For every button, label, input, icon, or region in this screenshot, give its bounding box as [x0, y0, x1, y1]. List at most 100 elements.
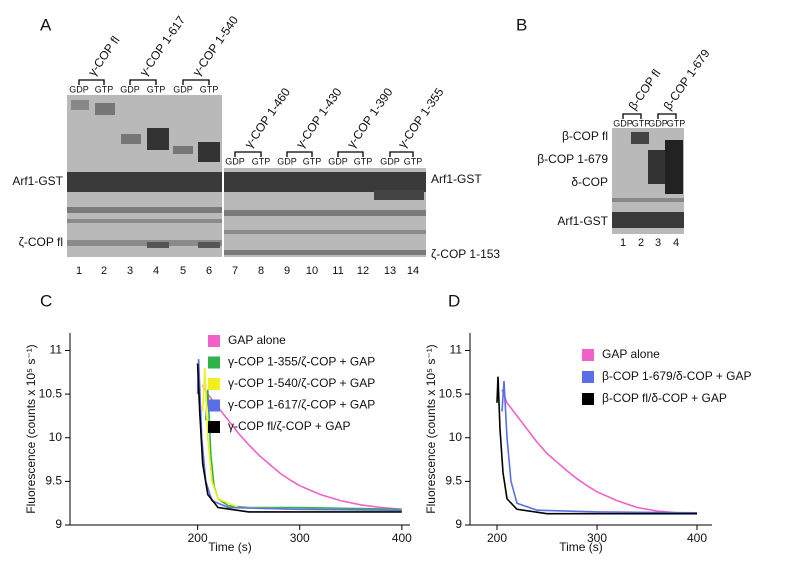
lane-number: 11 — [332, 265, 343, 277]
panel-letter: D — [448, 291, 460, 310]
construct-label: β-COP fl — [626, 67, 664, 113]
gel-b — [612, 128, 684, 234]
lane-number: 5 — [180, 265, 186, 277]
bracket — [622, 113, 642, 119]
lane-condition: GTP — [632, 118, 651, 128]
band-label: ζ-COP fl — [19, 235, 63, 249]
lane-condition: GDP — [277, 156, 297, 166]
lane-number: 8 — [258, 265, 264, 277]
panel-letter: B — [516, 15, 527, 34]
bracket — [234, 151, 262, 157]
lane-number: 9 — [284, 265, 290, 277]
panel-letter: A — [40, 15, 52, 34]
y-tick-label: 11 — [450, 343, 463, 357]
lane-number: 4 — [153, 265, 159, 277]
legend-label: GAP alone — [602, 347, 660, 361]
lane-condition: GDP — [173, 84, 193, 94]
y-tick-label: 9.5 — [45, 474, 62, 488]
construct-label: γ-COP fl — [85, 34, 122, 79]
y-tick-label: 11 — [50, 343, 63, 357]
construct-label: γ-COP 1-390 — [344, 85, 396, 150]
gel-a2 — [224, 168, 426, 257]
y-tick-label: 9 — [455, 517, 462, 531]
series-line — [202, 384, 402, 511]
lane-condition: GDP — [69, 84, 89, 94]
x-axis-label: Time (s) — [559, 540, 603, 554]
lane-condition: GDP — [328, 156, 348, 166]
y-tick-label: 10 — [449, 430, 463, 444]
band-label: Arf1-GST — [431, 172, 482, 186]
lane-condition: GDP — [120, 84, 140, 94]
bracket — [286, 151, 313, 157]
x-tick-label: 400 — [687, 531, 707, 545]
lane-condition: GTP — [95, 84, 114, 94]
bracket — [389, 151, 414, 157]
lane-condition: GTP — [667, 118, 686, 128]
construct-label: β-COP 1-679 — [661, 46, 713, 112]
y-tick-label: 10.5 — [39, 386, 63, 400]
bracket — [182, 79, 210, 85]
band-label: Arf1-GST — [557, 214, 608, 228]
lane-number: 3 — [655, 237, 661, 249]
series-line — [501, 380, 698, 514]
x-tick-label: 300 — [290, 531, 310, 545]
legend-swatch — [582, 371, 594, 383]
lane-condition: GTP — [200, 84, 219, 94]
legend-label: γ-COP 1-617/ζ-COP + GAP — [228, 398, 375, 412]
bracket — [78, 79, 105, 85]
lane-number: 2 — [101, 265, 107, 277]
construct-label: γ-COP 1-355 — [395, 85, 447, 150]
legend-label: β-COP fl/δ-COP + GAP — [602, 391, 727, 405]
y-tick-label: 9.5 — [445, 474, 462, 488]
y-tick-label: 9 — [55, 517, 62, 531]
y-axis-label: Fluorescence (counts x 10⁵ s⁻¹) — [24, 344, 38, 513]
construct-label: γ-COP 1-460 — [242, 85, 294, 150]
lane-number: 4 — [673, 237, 679, 249]
gel-a1 — [67, 95, 222, 257]
construct-label: γ-COP 1-430 — [293, 85, 345, 150]
lane-number: 2 — [638, 237, 644, 249]
lane-number: 14 — [407, 265, 419, 277]
legend-swatch — [582, 393, 594, 405]
x-tick-label: 300 — [587, 531, 607, 545]
panel-letter: C — [40, 291, 52, 310]
legend-label: γ-COP 1-540/ζ-COP + GAP — [228, 376, 375, 390]
lane-condition: GTP — [252, 156, 271, 166]
lane-condition: GTP — [303, 156, 322, 166]
lane-number: 12 — [357, 265, 369, 277]
legend-swatch — [208, 335, 220, 347]
lane-condition: GDP — [613, 118, 633, 128]
lane-condition: GTP — [404, 156, 423, 166]
y-axis-label: Fluorescence (counts x 10⁵ s⁻¹) — [424, 344, 438, 513]
lane-number: 1 — [620, 237, 626, 249]
x-tick-label: 200 — [188, 531, 208, 545]
construct-label: γ-COP 1-540 — [190, 13, 242, 78]
band-label: Arf1-GST — [12, 174, 63, 188]
lane-number: 1 — [76, 265, 82, 277]
legend-swatch — [208, 421, 220, 433]
lane-number: 6 — [206, 265, 212, 277]
x-axis-label: Time (s) — [208, 540, 252, 554]
band-label: β-COP 1-679 — [537, 152, 608, 166]
lane-condition: GDP — [225, 156, 245, 166]
lane-number: 7 — [232, 265, 238, 277]
lane-condition: GTP — [354, 156, 373, 166]
x-tick-label: 200 — [487, 531, 507, 545]
legend-label: β-COP 1-679/δ-COP + GAP — [602, 369, 752, 383]
band-label: δ-COP — [571, 175, 608, 189]
band-label: β-COP fl — [562, 129, 608, 143]
legend-label: GAP alone — [228, 333, 286, 347]
series-line — [196, 359, 402, 511]
bracket — [337, 151, 364, 157]
lane-number: 13 — [384, 265, 396, 277]
lane-number: 3 — [127, 265, 133, 277]
bracket — [129, 79, 157, 85]
legend-swatch — [582, 349, 594, 361]
legend-swatch — [208, 399, 220, 412]
series-line — [496, 376, 697, 515]
legend-label: γ-COP fl/ζ-COP + GAP — [228, 419, 351, 433]
bracket — [657, 113, 677, 119]
lane-condition: GDP — [648, 118, 668, 128]
